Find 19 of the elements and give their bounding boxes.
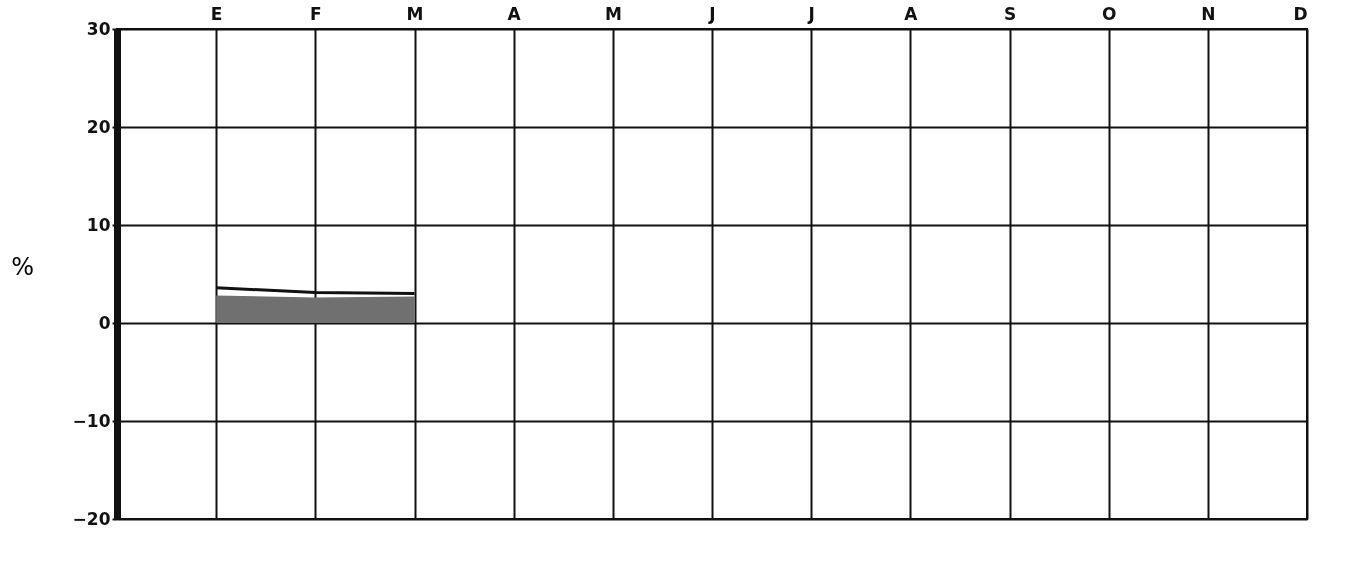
x-tick-label: O: [1101, 3, 1117, 24]
y-tick-label: 10: [86, 214, 111, 235]
y-axis-title: %: [11, 252, 34, 281]
y-tick-label: 0: [98, 312, 111, 333]
x-tick-label: N: [1201, 3, 1216, 24]
x-tick-label: S: [1003, 3, 1017, 24]
x-tick-label: A: [507, 3, 522, 24]
x-tick-label: J: [807, 3, 815, 24]
y-tick-label: −10: [72, 410, 111, 431]
x-tick-label: F: [310, 3, 322, 24]
x-tick-label: D: [1293, 3, 1308, 24]
y-tick-label: −20: [72, 508, 111, 529]
x-tick-label: M: [406, 3, 424, 24]
y-tick-label: 20: [86, 116, 111, 137]
x-tick-label: E: [210, 3, 223, 24]
x-tick-label: J: [708, 3, 716, 24]
x-tick-label: A: [904, 3, 919, 24]
y-tick-label: 30: [86, 18, 111, 39]
x-tick-label: M: [604, 3, 622, 24]
